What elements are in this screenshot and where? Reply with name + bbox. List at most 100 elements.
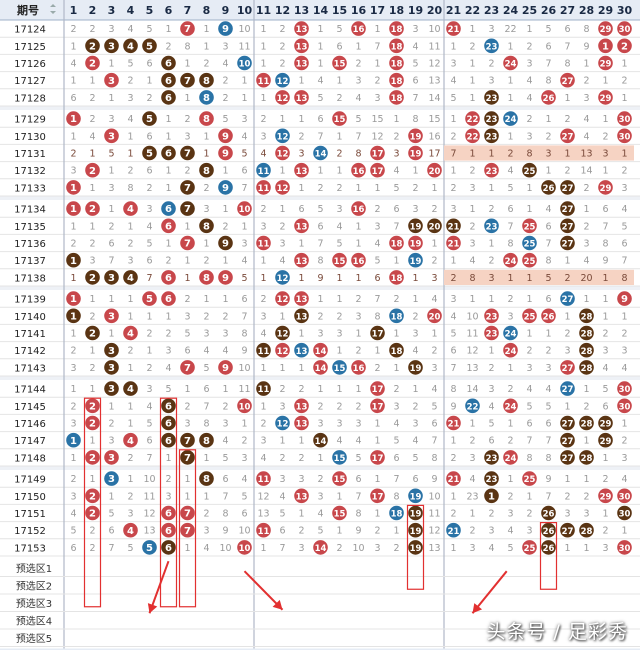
preselect-cell[interactable] xyxy=(407,613,424,629)
preselect-cell[interactable] xyxy=(179,560,196,576)
preselect-cell[interactable] xyxy=(445,560,462,576)
preselect-cell[interactable] xyxy=(84,613,101,629)
preselect-cell[interactable] xyxy=(312,630,329,646)
preselect-cell[interactable] xyxy=(84,560,101,576)
preselect-cell[interactable] xyxy=(388,613,405,629)
preselect-cell[interactable] xyxy=(179,630,196,646)
preselect-cell[interactable] xyxy=(141,630,158,646)
preselect-cell[interactable] xyxy=(388,630,405,646)
preselect-cell[interactable] xyxy=(236,560,253,576)
preselect-cell[interactable] xyxy=(65,578,82,594)
preselect-cell[interactable] xyxy=(331,595,348,611)
preselect-cell[interactable] xyxy=(274,630,291,646)
preselect-cell[interactable] xyxy=(217,578,234,594)
preselect-cell[interactable] xyxy=(236,578,253,594)
preselect-cell[interactable] xyxy=(198,595,215,611)
preselect-cell[interactable] xyxy=(217,595,234,611)
preselect-cell[interactable] xyxy=(388,560,405,576)
preselect-cell[interactable] xyxy=(236,613,253,629)
preselect-cell[interactable] xyxy=(160,630,177,646)
preselect-cell[interactable] xyxy=(293,560,310,576)
preselect-cell[interactable] xyxy=(597,578,614,594)
preselect-cell[interactable] xyxy=(274,613,291,629)
preselect-cell[interactable] xyxy=(407,578,424,594)
preselect-cell[interactable] xyxy=(274,578,291,594)
preselect-cell[interactable] xyxy=(293,613,310,629)
preselect-cell[interactable] xyxy=(350,613,367,629)
preselect-cell[interactable] xyxy=(255,630,272,646)
preselect-cell[interactable] xyxy=(293,630,310,646)
preselect-cell[interactable] xyxy=(388,595,405,611)
preselect-cell[interactable] xyxy=(122,560,139,576)
preselect-cell[interactable] xyxy=(103,578,120,594)
preselect-cell[interactable] xyxy=(540,560,557,576)
preselect-cell[interactable] xyxy=(160,595,177,611)
preselect-cell[interactable] xyxy=(445,578,462,594)
preselect-cell[interactable] xyxy=(502,595,519,611)
preselect-cell[interactable] xyxy=(198,613,215,629)
preselect-cell[interactable] xyxy=(407,595,424,611)
preselect-cell[interactable] xyxy=(141,578,158,594)
preselect-cell[interactable] xyxy=(369,560,386,576)
preselect-cell[interactable] xyxy=(103,630,120,646)
preselect-cell[interactable] xyxy=(331,630,348,646)
preselect-cell[interactable] xyxy=(369,578,386,594)
preselect-cell[interactable] xyxy=(426,560,443,576)
preselect-cell[interactable] xyxy=(331,560,348,576)
preselect-cell[interactable] xyxy=(122,613,139,629)
preselect-cell[interactable] xyxy=(312,578,329,594)
preselect-cell[interactable] xyxy=(616,560,633,576)
preselect-cell[interactable] xyxy=(464,560,481,576)
preselect-cell[interactable] xyxy=(426,630,443,646)
preselect-cell[interactable] xyxy=(65,613,82,629)
preselect-cell[interactable] xyxy=(236,595,253,611)
preselect-cell[interactable] xyxy=(578,578,595,594)
preselect-cell[interactable] xyxy=(331,613,348,629)
preselect-cell[interactable] xyxy=(616,578,633,594)
preselect-cell[interactable] xyxy=(217,560,234,576)
preselect-cell[interactable] xyxy=(217,613,234,629)
preselect-cell[interactable] xyxy=(540,595,557,611)
preselect-cell[interactable] xyxy=(65,595,82,611)
preselect-cell[interactable] xyxy=(407,560,424,576)
preselect-cell[interactable] xyxy=(160,613,177,629)
preselect-cell[interactable] xyxy=(103,613,120,629)
preselect-cell[interactable] xyxy=(103,595,120,611)
preselect-cell[interactable] xyxy=(445,613,462,629)
preselect-cell[interactable] xyxy=(198,630,215,646)
preselect-cell[interactable] xyxy=(198,578,215,594)
preselect-cell[interactable] xyxy=(350,595,367,611)
preselect-cell[interactable] xyxy=(236,630,253,646)
preselect-cell[interactable] xyxy=(141,613,158,629)
preselect-cell[interactable] xyxy=(65,630,82,646)
preselect-cell[interactable] xyxy=(65,560,82,576)
preselect-cell[interactable] xyxy=(578,560,595,576)
preselect-cell[interactable] xyxy=(464,630,481,646)
preselect-cell[interactable] xyxy=(426,613,443,629)
preselect-cell[interactable] xyxy=(483,560,500,576)
sort-icon[interactable] xyxy=(50,4,56,14)
preselect-cell[interactable] xyxy=(597,560,614,576)
preselect-cell[interactable] xyxy=(388,578,405,594)
preselect-cell[interactable] xyxy=(369,595,386,611)
preselect-cell[interactable] xyxy=(502,578,519,594)
preselect-cell[interactable] xyxy=(331,578,348,594)
preselect-cell[interactable] xyxy=(179,578,196,594)
preselect-cell[interactable] xyxy=(578,595,595,611)
preselect-cell[interactable] xyxy=(179,613,196,629)
preselect-cell[interactable] xyxy=(559,595,576,611)
preselect-cell[interactable] xyxy=(445,595,462,611)
preselect-cell[interactable] xyxy=(312,613,329,629)
preselect-cell[interactable] xyxy=(312,560,329,576)
preselect-cell[interactable] xyxy=(274,560,291,576)
preselect-cell[interactable] xyxy=(521,578,538,594)
preselect-cell[interactable] xyxy=(521,595,538,611)
preselect-cell[interactable] xyxy=(445,630,462,646)
preselect-cell[interactable] xyxy=(521,560,538,576)
preselect-cell[interactable] xyxy=(369,630,386,646)
preselect-cell[interactable] xyxy=(103,560,120,576)
preselect-cell[interactable] xyxy=(179,595,196,611)
preselect-cell[interactable] xyxy=(616,595,633,611)
preselect-cell[interactable] xyxy=(350,578,367,594)
preselect-cell[interactable] xyxy=(312,595,329,611)
